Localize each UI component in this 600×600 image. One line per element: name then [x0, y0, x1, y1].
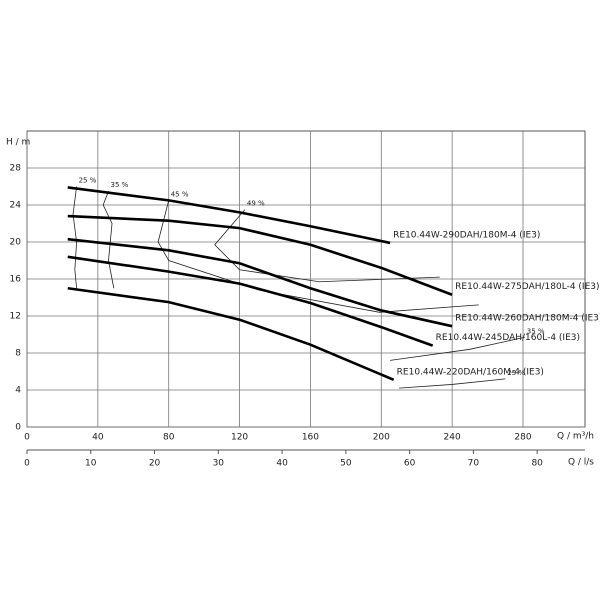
- x2-tick-label: 0: [24, 459, 30, 469]
- efficiency-label: 25 %: [507, 369, 525, 377]
- series-label: RE10.44W-245DAH/160L-4 (IE3): [436, 333, 580, 343]
- x2-tick-label: 50: [340, 459, 352, 469]
- x2-axis-label: Q / l/s: [568, 458, 594, 468]
- pump-curve: [67, 286, 395, 382]
- x-axis-label: Q / m³/h: [557, 432, 594, 442]
- y-tick-label: 16: [10, 275, 22, 285]
- x-tick-label: 0: [24, 433, 30, 443]
- efficiency-curve: [102, 190, 115, 289]
- x2-tick-label: 70: [468, 459, 480, 469]
- efficiency-curve: [157, 200, 479, 313]
- efficiency-label: 35 %: [110, 181, 128, 189]
- y-tick-label: 8: [15, 349, 21, 359]
- y-tick-label: 20: [10, 238, 22, 248]
- series-label: RE10.44W-260DAH/180M-4 (IE3): [455, 314, 600, 324]
- efficiency-curve: [72, 186, 78, 289]
- x-tick-label: 200: [373, 433, 390, 443]
- efficiency-label: 49 %: [247, 200, 265, 208]
- y-axis-label: H / m: [6, 138, 30, 148]
- efficiency-curve: [390, 336, 525, 361]
- x-tick-label: 40: [92, 433, 104, 443]
- x2-tick-label: 60: [404, 459, 416, 469]
- x-tick-label: 80: [163, 433, 175, 443]
- efficiency-label: 25 %: [79, 177, 97, 185]
- efficiency-label: 45 %: [171, 190, 189, 198]
- x2-tick-label: 40: [276, 459, 288, 469]
- x2-tick-label: 20: [149, 459, 161, 469]
- efficiency-curve: [398, 378, 506, 389]
- x-tick-label: 120: [231, 433, 248, 443]
- x2-tick-label: 10: [85, 459, 97, 469]
- x2-tick-label: 30: [213, 459, 225, 469]
- pump-curve: [67, 214, 453, 296]
- y-tick-label: 24: [10, 201, 22, 211]
- pump-curve: [67, 237, 453, 328]
- x-tick-label: 160: [302, 433, 319, 443]
- y-tick-label: 12: [10, 312, 21, 322]
- y-tick-label: 28: [10, 164, 22, 174]
- pump-curve: [67, 255, 434, 347]
- efficiency-curve: [214, 209, 440, 283]
- y-tick-label: 4: [15, 386, 21, 396]
- series-label: RE10.44W-275DAH/180L-4 (IE3): [455, 282, 599, 292]
- pump-curve: [67, 186, 391, 245]
- x-tick-label: 240: [444, 433, 461, 443]
- series-label: RE10.44W-220DAH/160M-4 (IE3): [397, 367, 544, 377]
- efficiency-label: 35 %: [527, 327, 545, 335]
- x-tick-label: 280: [514, 433, 531, 443]
- y-tick-label: 0: [15, 423, 21, 433]
- x2-tick-label: 80: [531, 459, 543, 469]
- series-label: RE10.44W-290DAH/180M-4 (IE3): [393, 230, 540, 240]
